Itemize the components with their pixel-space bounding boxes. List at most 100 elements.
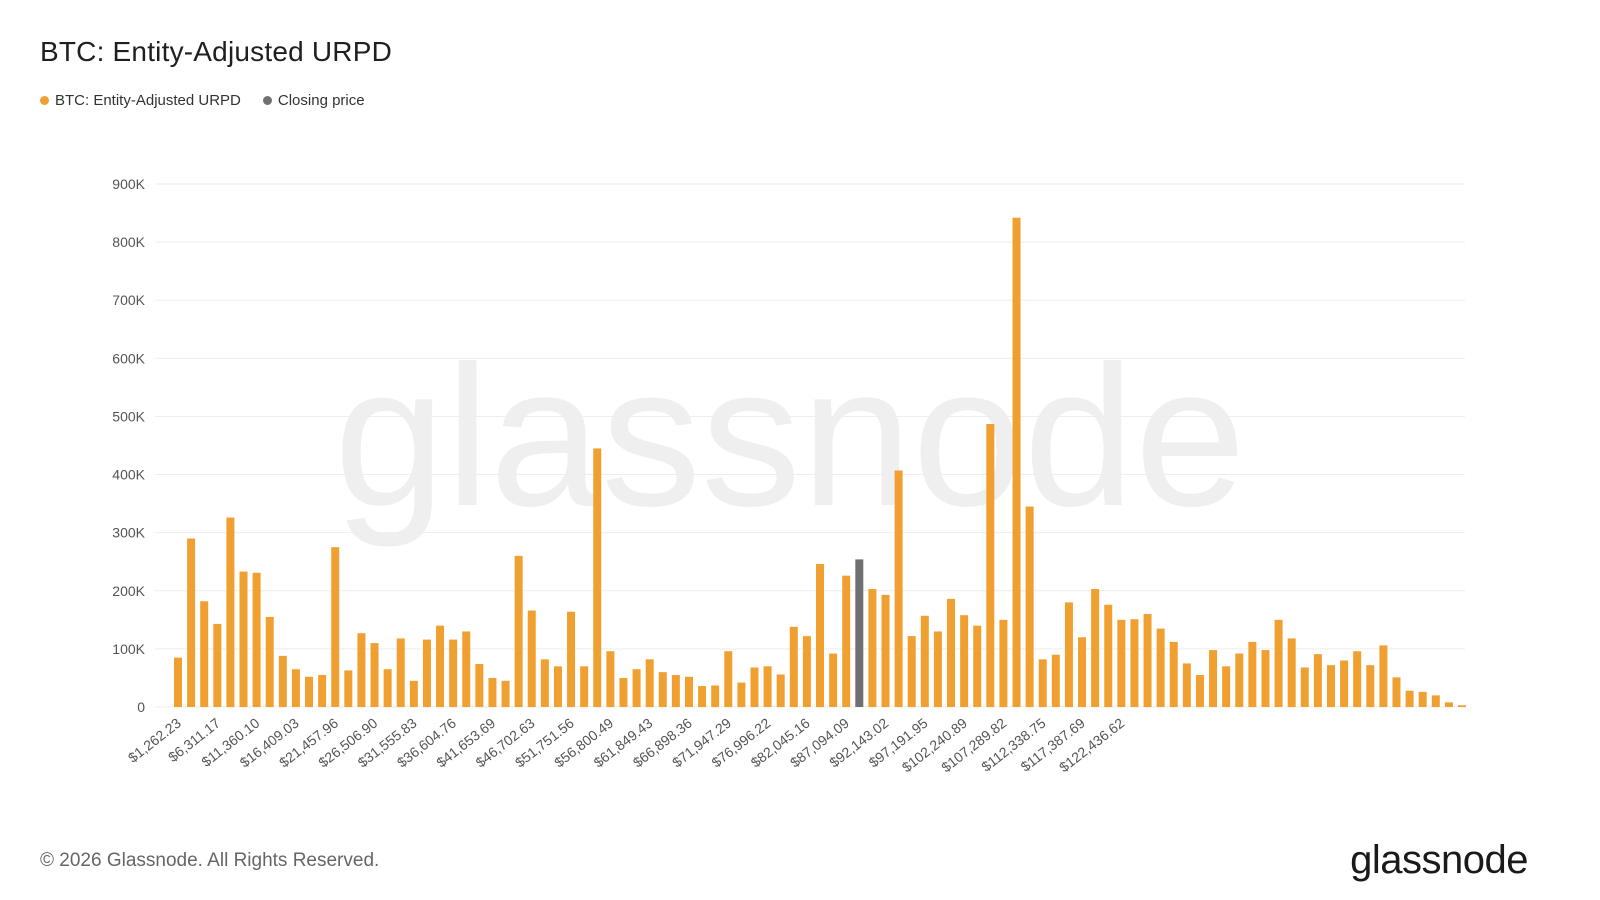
urpd-bar[interactable] xyxy=(947,598,956,707)
urpd-bar[interactable] xyxy=(816,564,824,707)
urpd-bar[interactable] xyxy=(475,663,484,707)
urpd-bar[interactable] xyxy=(213,623,222,707)
urpd-bar[interactable] xyxy=(174,657,182,707)
urpd-bar[interactable] xyxy=(920,615,929,707)
urpd-bar[interactable] xyxy=(580,666,589,707)
urpd-bar[interactable] xyxy=(1418,691,1427,707)
urpd-bar[interactable] xyxy=(1313,654,1322,707)
closing-price-bar[interactable] xyxy=(855,559,864,707)
urpd-bar[interactable] xyxy=(658,672,667,707)
urpd-bar[interactable] xyxy=(462,631,471,707)
urpd-bar[interactable] xyxy=(1287,638,1296,707)
urpd-bar[interactable] xyxy=(1444,702,1453,707)
urpd-bar[interactable] xyxy=(1366,665,1375,707)
urpd-bar[interactable] xyxy=(829,653,838,707)
urpd-bar[interactable] xyxy=(291,669,300,707)
urpd-bar[interactable] xyxy=(776,674,785,707)
urpd-bar[interactable] xyxy=(370,643,379,707)
urpd-bar[interactable] xyxy=(265,616,274,707)
urpd-bar[interactable] xyxy=(1156,628,1165,707)
urpd-bar[interactable] xyxy=(331,547,340,707)
urpd-bar[interactable] xyxy=(789,626,798,707)
urpd-bar[interactable] xyxy=(422,639,431,707)
urpd-bar[interactable] xyxy=(1379,645,1388,707)
urpd-bar[interactable] xyxy=(684,676,693,707)
urpd-bar[interactable] xyxy=(868,589,877,707)
urpd-bar[interactable] xyxy=(986,423,995,707)
urpd-bar[interactable] xyxy=(724,651,733,707)
urpd-bar[interactable] xyxy=(436,625,445,707)
urpd-bar[interactable] xyxy=(540,659,549,707)
urpd-bar[interactable] xyxy=(488,677,497,707)
urpd-bar[interactable] xyxy=(305,676,314,707)
urpd-bar[interactable] xyxy=(763,666,772,707)
urpd-bar[interactable] xyxy=(1182,663,1191,707)
urpd-bar[interactable] xyxy=(1091,589,1100,707)
urpd-bar[interactable] xyxy=(318,675,327,707)
urpd-bar[interactable] xyxy=(1130,619,1139,707)
urpd-bar[interactable] xyxy=(187,538,196,707)
urpd-bar[interactable] xyxy=(1012,217,1021,707)
urpd-bar[interactable] xyxy=(619,677,628,707)
urpd-bar[interactable] xyxy=(409,680,418,707)
urpd-bar[interactable] xyxy=(1195,675,1204,707)
urpd-bar[interactable] xyxy=(1209,650,1218,707)
urpd-bar[interactable] xyxy=(802,636,811,707)
urpd-bar[interactable] xyxy=(226,517,235,707)
urpd-bar[interactable] xyxy=(1248,641,1257,707)
urpd-bar[interactable] xyxy=(750,667,759,707)
urpd-bar[interactable] xyxy=(1025,506,1034,707)
urpd-bar[interactable] xyxy=(671,675,680,707)
urpd-bar[interactable] xyxy=(501,680,510,707)
urpd-bar[interactable] xyxy=(1064,602,1073,707)
urpd-bar[interactable] xyxy=(1405,690,1414,707)
urpd-bar[interactable] xyxy=(698,686,707,707)
urpd-bar[interactable] xyxy=(1143,614,1152,707)
urpd-bar[interactable] xyxy=(999,619,1008,707)
urpd-bar[interactable] xyxy=(1169,641,1178,707)
urpd-bar[interactable] xyxy=(1104,604,1113,707)
urpd-bar[interactable] xyxy=(449,639,458,707)
urpd-bar[interactable] xyxy=(842,575,851,707)
urpd-bar[interactable] xyxy=(200,601,209,707)
glassnode-logo[interactable]: glassnode xyxy=(1350,838,1528,882)
urpd-bar[interactable] xyxy=(1326,665,1335,707)
urpd-bar[interactable] xyxy=(1392,677,1401,707)
urpd-bar[interactable] xyxy=(960,615,969,707)
urpd-bar[interactable] xyxy=(1458,705,1466,707)
urpd-bar[interactable] xyxy=(711,685,720,707)
urpd-bar[interactable] xyxy=(1300,667,1309,707)
urpd-bar[interactable] xyxy=(881,594,890,707)
legend-item-urpd[interactable]: BTC: Entity-Adjusted URPD xyxy=(40,92,241,109)
urpd-bar[interactable] xyxy=(737,682,746,707)
urpd-bar[interactable] xyxy=(606,651,615,707)
urpd-bar[interactable] xyxy=(396,638,405,707)
urpd-bar[interactable] xyxy=(278,655,287,707)
urpd-bar[interactable] xyxy=(344,670,353,707)
urpd-bar[interactable] xyxy=(645,659,654,707)
urpd-bar[interactable] xyxy=(357,633,366,707)
urpd-bar[interactable] xyxy=(567,611,576,707)
urpd-bar[interactable] xyxy=(973,625,982,707)
urpd-bar[interactable] xyxy=(593,448,602,707)
urpd-bar[interactable] xyxy=(1222,666,1231,707)
urpd-bar[interactable] xyxy=(632,669,641,707)
urpd-bar[interactable] xyxy=(1431,695,1440,707)
urpd-bar[interactable] xyxy=(514,555,523,707)
urpd-bar[interactable] xyxy=(1340,660,1349,707)
urpd-bar[interactable] xyxy=(1235,653,1244,707)
urpd-bar[interactable] xyxy=(383,669,392,707)
urpd-bar[interactable] xyxy=(553,666,562,707)
urpd-bar[interactable] xyxy=(1038,659,1047,707)
urpd-bar[interactable] xyxy=(907,636,916,707)
urpd-bar[interactable] xyxy=(1051,654,1060,707)
urpd-bar[interactable] xyxy=(1353,651,1362,707)
urpd-bar[interactable] xyxy=(527,610,536,707)
urpd-bar[interactable] xyxy=(1078,637,1087,707)
urpd-bar[interactable] xyxy=(1117,619,1126,707)
urpd-bar[interactable] xyxy=(894,470,903,707)
urpd-bar[interactable] xyxy=(239,571,248,707)
legend-item-closing-price[interactable]: Closing price xyxy=(262,92,365,109)
urpd-bar[interactable] xyxy=(1274,619,1283,707)
urpd-bar[interactable] xyxy=(1261,650,1270,707)
